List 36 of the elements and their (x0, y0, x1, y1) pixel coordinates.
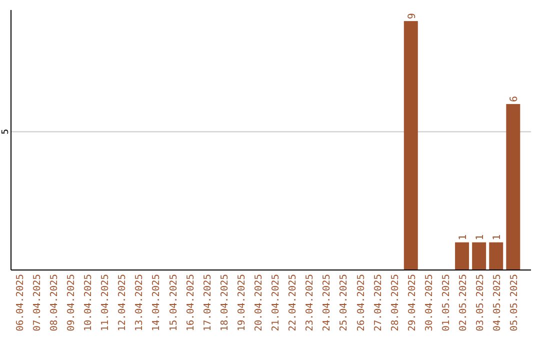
x-tick-label: 11.04.2025 (100, 274, 112, 332)
x-tick-label: 04.05.2025 (492, 274, 504, 332)
x-tick-label: 19.04.2025 (236, 274, 248, 332)
x-tick-label: 28.04.2025 (390, 274, 401, 332)
x-tick-label: 05.05.2025 (509, 274, 520, 332)
x-tick-label: 17.04.2025 (202, 274, 214, 332)
x-tick-label: 26.04.2025 (356, 274, 367, 332)
data-label: 1 (475, 234, 486, 240)
x-tick-label: 30.04.2025 (424, 274, 435, 332)
x-tick-label: 25.04.2025 (338, 274, 350, 332)
x-tick-label: 03.05.2025 (475, 274, 486, 332)
x-tick-label: 06.04.2025 (14, 274, 26, 332)
x-tick-label: 23.04.2025 (304, 274, 316, 332)
x-tick-label: 24.04.2025 (322, 274, 333, 332)
x-tick-label: 10.04.2025 (83, 274, 94, 332)
x-tick-label: 22.04.2025 (288, 274, 299, 332)
x-tick-label: 29.04.2025 (406, 274, 418, 332)
x-tick-label: 27.04.2025 (372, 274, 384, 332)
x-tick-label: 12.04.2025 (117, 274, 128, 332)
x-tick-label: 13.04.2025 (134, 274, 146, 332)
x-tick-label: 16.04.2025 (185, 274, 196, 332)
x-tick-label: 01.05.2025 (440, 274, 452, 332)
data-label: 9 (406, 13, 418, 20)
x-tick-label: 18.04.2025 (219, 274, 230, 332)
x-tick-label: 07.04.2025 (32, 274, 43, 332)
x-tick-label: 15.04.2025 (168, 274, 180, 332)
y-tick-label: 5 (1, 128, 11, 134)
x-tick-label: 14.04.2025 (151, 274, 162, 332)
x-tick-label: 09.04.2025 (66, 274, 77, 332)
data-label: 1 (458, 234, 470, 240)
x-tick-label: 21.04.2025 (270, 274, 282, 332)
x-tick-label: 20.04.2025 (253, 274, 264, 332)
data-label: 1 (492, 234, 504, 240)
data-label: 6 (509, 96, 520, 102)
x-tick-label: 02.05.2025 (458, 274, 470, 332)
x-tick-label: 08.04.2025 (48, 274, 60, 332)
